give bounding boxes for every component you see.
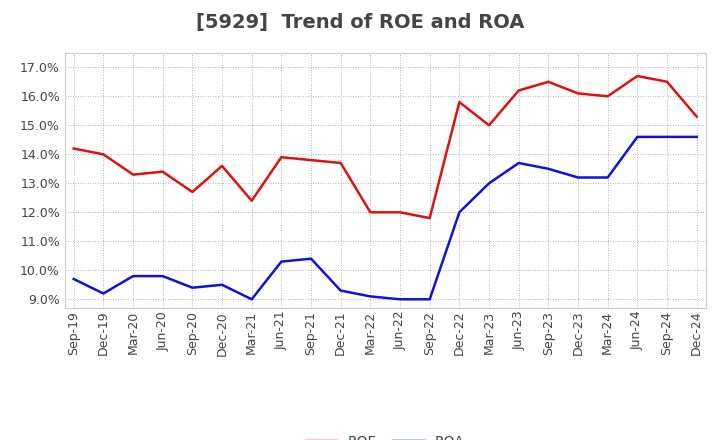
Text: [5929]  Trend of ROE and ROA: [5929] Trend of ROE and ROA: [196, 13, 524, 32]
Legend: ROE, ROA: ROE, ROA: [300, 429, 470, 440]
